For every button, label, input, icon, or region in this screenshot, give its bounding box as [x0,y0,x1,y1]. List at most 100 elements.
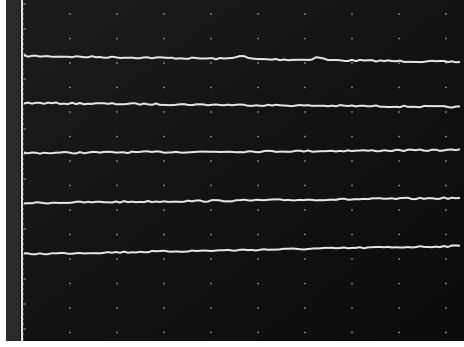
grid-dot [69,62,71,64]
grid-dot [445,185,447,187]
grid-dot [398,13,400,15]
grid-dot [351,136,353,138]
grid-dot [351,87,353,89]
grid-dot [210,111,212,113]
grid-dot [257,185,259,187]
grid-dot [445,283,447,285]
grid-dot [210,160,212,162]
grid-dot [210,13,212,15]
grid-dot [445,136,447,138]
grid-dot [163,307,165,309]
grid-dot [351,332,353,334]
grid-dot [257,234,259,236]
grid-dot [69,258,71,260]
grid-dot [304,62,306,64]
grid-dot [116,283,118,285]
grid-dot [304,160,306,162]
grid-dot [116,160,118,162]
grid-dot [445,160,447,162]
grid-dot [163,283,165,285]
grid-dot [398,185,400,187]
grid-dot [69,283,71,285]
grid-dot [445,234,447,236]
grid-dot [210,258,212,260]
grid-dot [304,209,306,211]
grid-dot [210,87,212,89]
grid-dot [69,209,71,211]
grid-dot [163,62,165,64]
grid-dot [445,307,447,309]
grid-dot [257,38,259,40]
grid-dot [69,136,71,138]
grid-dot [304,13,306,15]
grid-dot [304,307,306,309]
grid-dot [257,160,259,162]
grid-dot [445,87,447,89]
grid-dot [69,13,71,15]
grid-dot [210,185,212,187]
grid-dot [210,136,212,138]
grid-dot [398,136,400,138]
grid-dot [69,185,71,187]
grid-dot [351,307,353,309]
display [6,0,464,341]
grid-dot [398,87,400,89]
grid-dot [304,87,306,89]
grid-dot [398,38,400,40]
grid-dot [351,185,353,187]
grid-dot [257,111,259,113]
grid-dot [445,111,447,113]
grid-dot [304,185,306,187]
grid-dot [351,111,353,113]
grid-dot [398,160,400,162]
grid-dot [163,38,165,40]
grid-dot [304,332,306,334]
grid-dot [445,38,447,40]
left-bezel [6,0,20,341]
grid-dot [304,283,306,285]
grid-dot [69,160,71,162]
grid-dot [116,111,118,113]
grid-dot [351,38,353,40]
grid-dot [69,87,71,89]
grid-dot [163,136,165,138]
grid-dot [116,62,118,64]
grid-dot [210,307,212,309]
grid-dot [398,307,400,309]
grid-dot [398,332,400,334]
grid-dot [257,258,259,260]
grid-dot [257,62,259,64]
grid-dot [257,307,259,309]
grid-dot [398,111,400,113]
grid-dot [351,234,353,236]
grid-dot [257,283,259,285]
grid-dot [398,209,400,211]
grid-dot [163,209,165,211]
grid-dot [351,13,353,15]
grid-dot [210,209,212,211]
grid-dot [163,87,165,89]
grid-dot [257,332,259,334]
grid-dot [69,234,71,236]
grid-dot [304,258,306,260]
grid-dot [210,38,212,40]
grid-dot [210,62,212,64]
grid-dot [257,87,259,89]
grid-dot [257,136,259,138]
grid-dot [398,258,400,260]
grid-dot [163,13,165,15]
grid-dot [210,283,212,285]
grid-dot [351,283,353,285]
grid-dot [257,13,259,15]
grid-dot [257,209,259,211]
grid-dot [445,13,447,15]
grid-dot [445,258,447,260]
grid-dot [351,62,353,64]
grid-dot [163,332,165,334]
grid-dot [304,38,306,40]
grid-dot [304,111,306,113]
grid-dot [69,332,71,334]
grid-dot [351,209,353,211]
grid-dot [163,111,165,113]
grid-dot [210,234,212,236]
